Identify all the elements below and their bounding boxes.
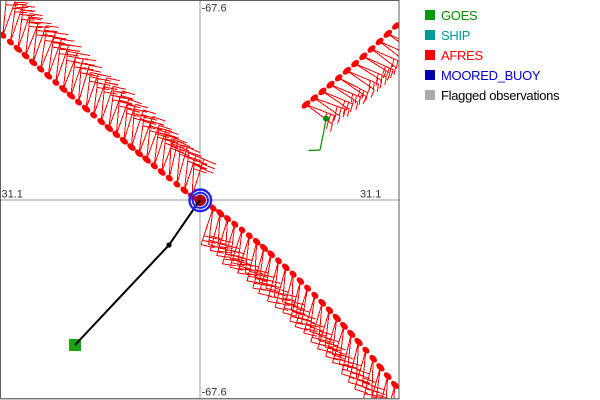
svg-text:MOORED_BUOY: MOORED_BUOY (441, 68, 541, 83)
svg-text:GOES: GOES (441, 8, 478, 23)
svg-text:Flagged observations: Flagged observations (441, 88, 560, 103)
svg-text:-67.6: -67.6 (202, 387, 227, 399)
svg-text:-67.6: -67.6 (202, 3, 227, 15)
svg-text:31.1: 31.1 (360, 189, 381, 201)
svg-text:SHIP: SHIP (441, 28, 470, 43)
svg-text:31.1: 31.1 (2, 189, 23, 201)
svg-text:AFRES: AFRES (441, 48, 483, 63)
